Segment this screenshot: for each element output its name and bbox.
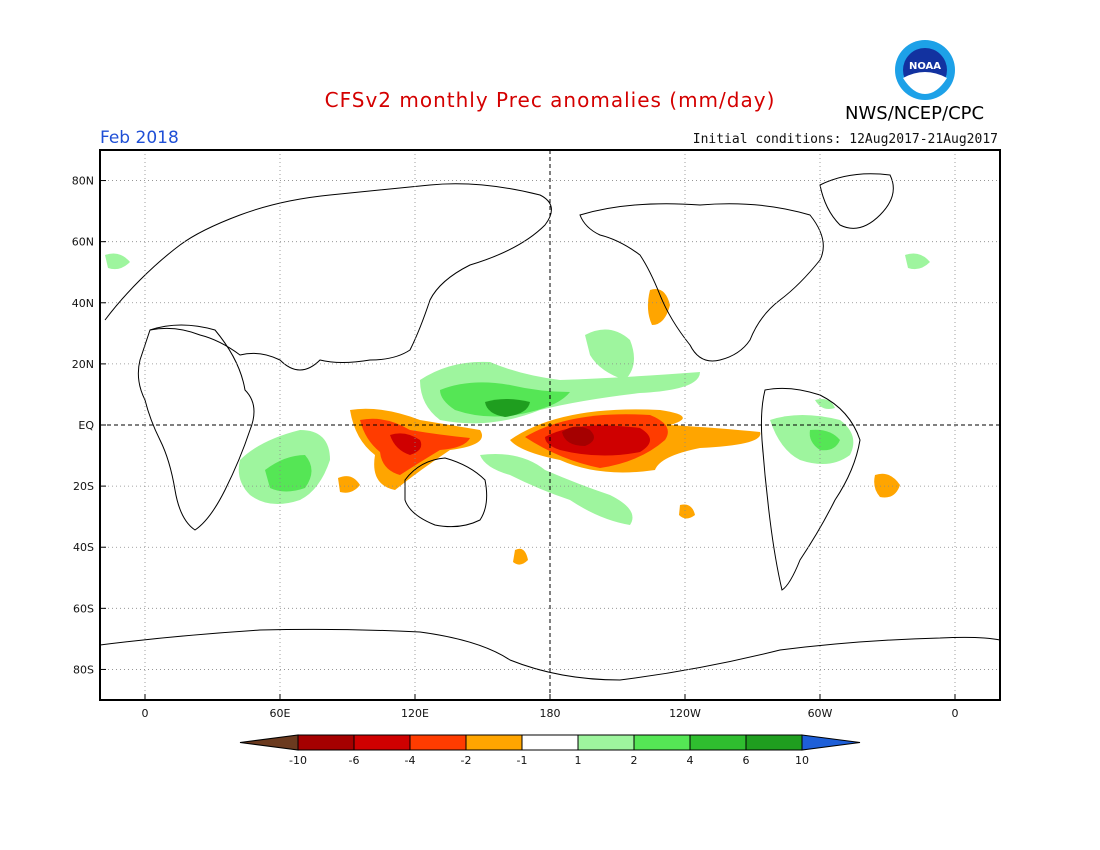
colorbar-segment: [689, 734, 747, 751]
lon-tick-label: 0: [952, 707, 959, 720]
lat-tick-label: 20S: [73, 480, 94, 493]
colorbar-lower-arrow: [239, 734, 299, 751]
lat-tick-label: 20N: [72, 358, 94, 371]
noaa-logo-icon: NOAA: [895, 40, 955, 100]
peru-dry: [679, 504, 695, 519]
map-title: CFSv2 monthly Prec anomalies (mm/day): [324, 88, 776, 112]
lon-tick-label: 120W: [669, 707, 701, 720]
colorbar-segment: [633, 734, 691, 751]
lat-tick-label: 80S: [73, 663, 94, 676]
lat-tick-label: 60N: [72, 236, 94, 249]
colorbar-label: -6: [349, 754, 360, 767]
axis-ticks: 80N 60N 40N 20N EQ 20S 40S 60S 80S 0 60E 120E 180 120…: [72, 175, 959, 720]
colorbar-label: 4: [687, 754, 694, 767]
colorbar-label: 10: [795, 754, 809, 767]
north-america-coast: [579, 203, 824, 362]
amazon-wet-mid: [809, 429, 840, 451]
caribbean-wet: [815, 399, 835, 409]
europe-wet-east: [905, 253, 930, 270]
south-america-coast: [760, 387, 861, 591]
australia-dry: [338, 476, 360, 493]
colorbar-upper-arrow: [801, 734, 861, 751]
lon-tick-label: 60E: [270, 707, 291, 720]
colorbar-segment: [465, 734, 523, 751]
new-zealand-dry: [513, 548, 528, 565]
agency-label: NWS/NCEP/CPC: [845, 103, 985, 124]
australia-coast: [404, 457, 488, 528]
south-pacific-wet: [480, 454, 633, 525]
colorbar-label: 2: [631, 754, 638, 767]
lat-tick-label: EQ: [78, 419, 94, 432]
colorbar-label: 6: [743, 754, 750, 767]
colorbar-segment: [353, 734, 411, 751]
colorbar-segment: [577, 734, 635, 751]
colorbar-label: 1: [575, 754, 582, 767]
forecast-month: Feb 2018: [100, 128, 179, 148]
colorbar-label: -1: [517, 754, 528, 767]
lat-tick-label: 40S: [73, 541, 94, 554]
north-pacific-wet: [585, 329, 634, 380]
california-dry: [647, 289, 670, 325]
colorbar: -10 -6 -4 -2 -1 1 2 4 6 10: [239, 734, 861, 767]
lon-tick-label: 120E: [401, 707, 429, 720]
maritime-dry-red: [390, 433, 422, 455]
west-pacific-wet-dark: [485, 399, 530, 417]
europe-wet: [105, 253, 130, 270]
central-pacific-dry-dark: [562, 426, 594, 446]
indian-ocean-wet-mid: [265, 455, 312, 492]
logo-text: NOAA: [909, 61, 941, 72]
lon-tick-label: 60W: [808, 707, 833, 720]
colorbar-segment: [745, 734, 803, 751]
greenland-coast: [819, 173, 894, 229]
lon-tick-label: 180: [540, 707, 561, 720]
lat-tick-label: 80N: [72, 175, 94, 188]
colorbar-segment: [521, 734, 579, 751]
colorbar-segment: [409, 734, 467, 751]
colorbar-label: -4: [405, 754, 416, 767]
antarctica-coast: [99, 628, 1001, 681]
south-atlantic-dry: [874, 473, 900, 498]
colorbar-segment: [297, 734, 355, 751]
colorbar-label: -2: [461, 754, 472, 767]
coastlines: [99, 173, 1001, 681]
initial-conditions: Initial conditions: 12Aug2017-21Aug2017: [692, 132, 998, 147]
lon-tick-label: 0: [142, 707, 149, 720]
africa-coast: [137, 324, 255, 531]
lat-tick-label: 40N: [72, 297, 94, 310]
lat-tick-label: 60S: [73, 602, 94, 615]
anomaly-shading: [105, 253, 930, 565]
eurasia-coast: [104, 183, 552, 371]
colorbar-label: -10: [289, 754, 307, 767]
